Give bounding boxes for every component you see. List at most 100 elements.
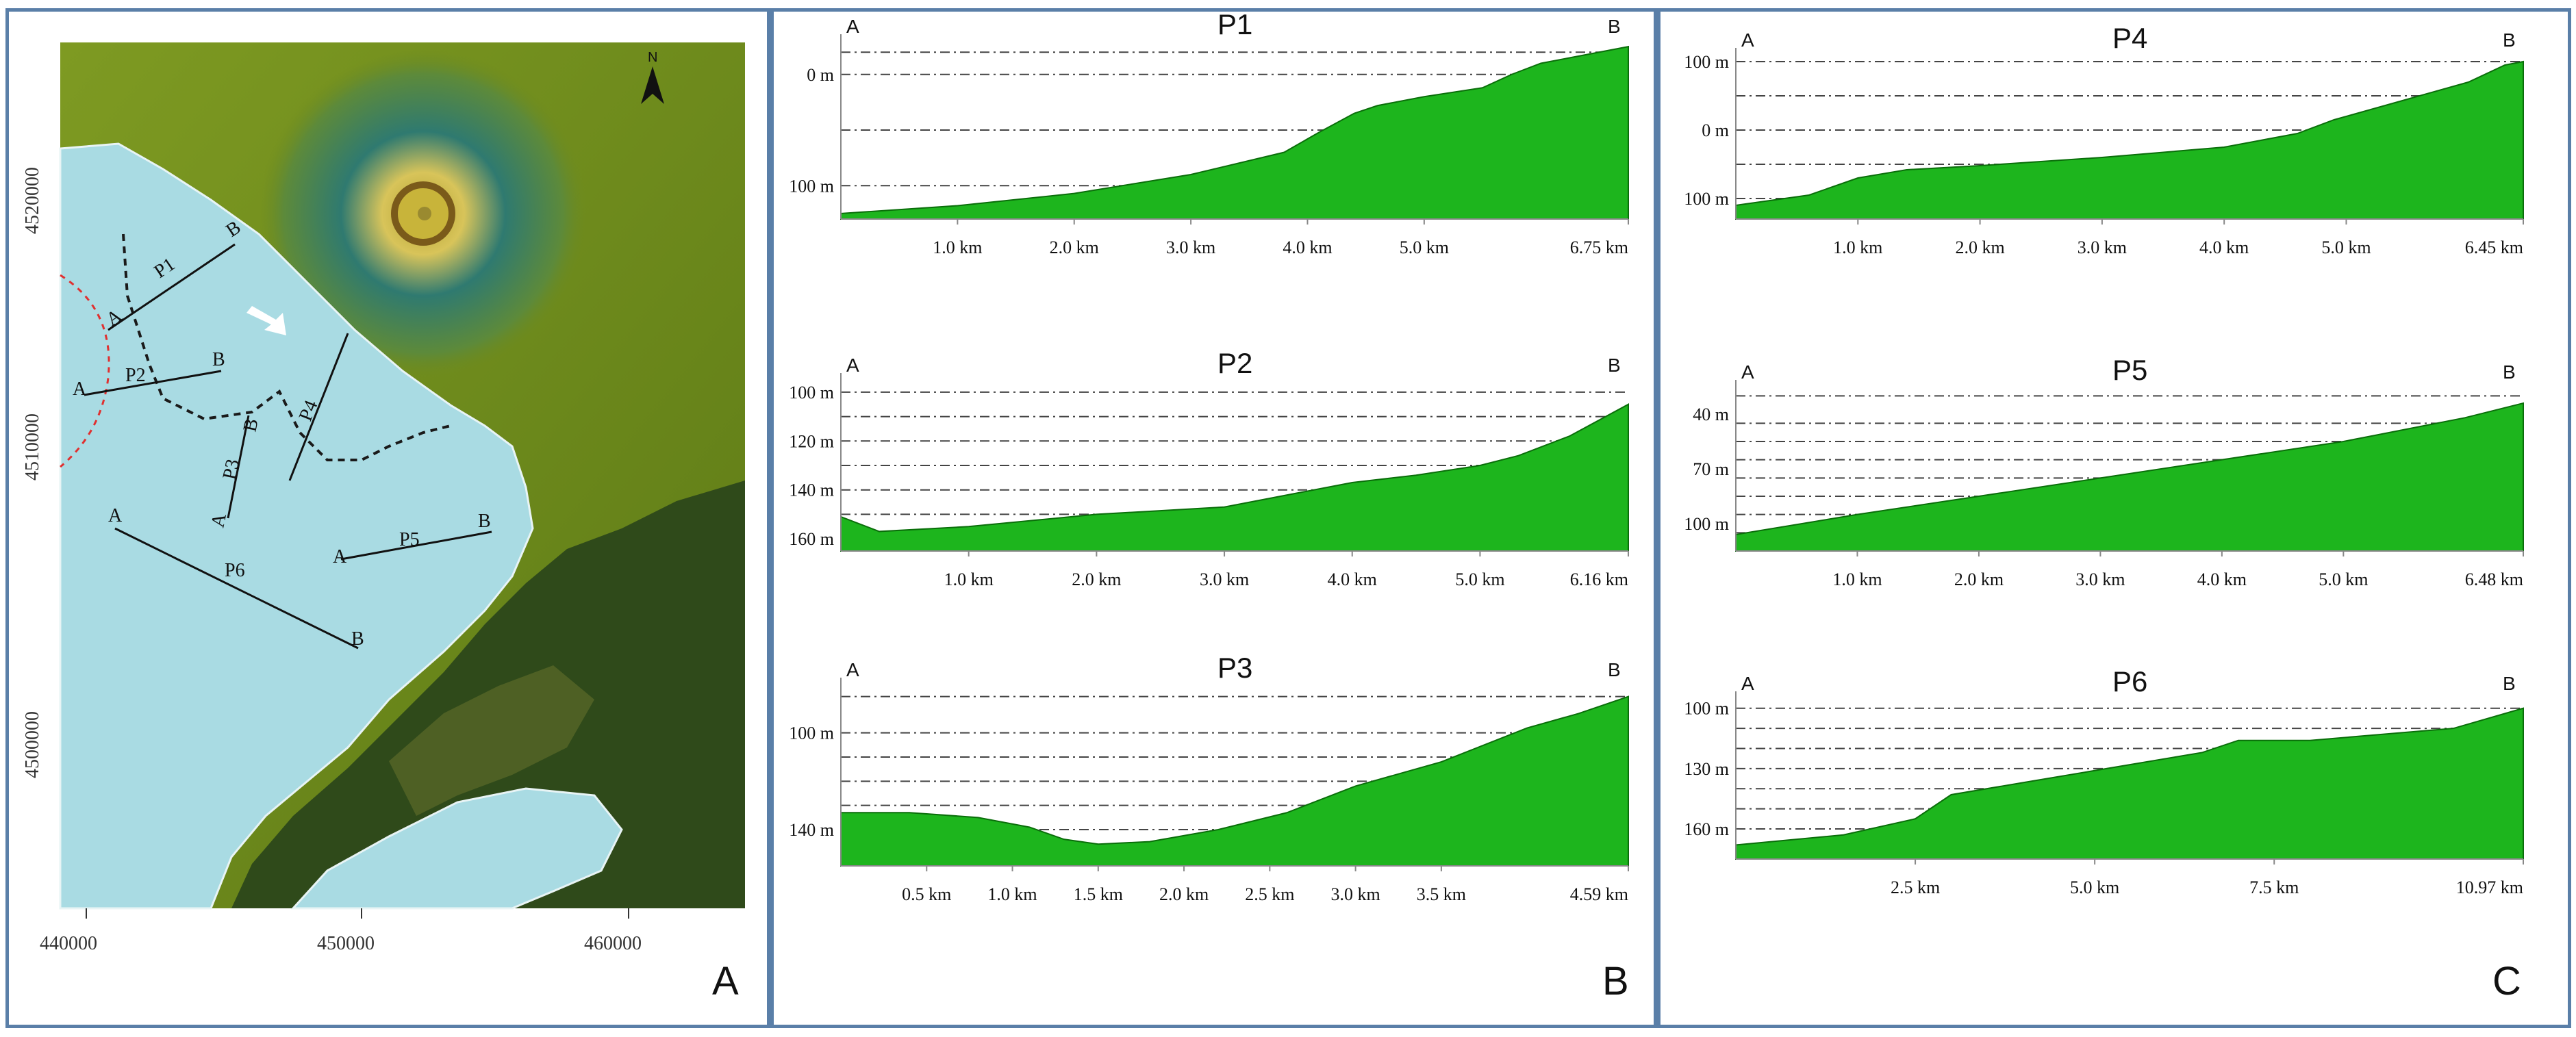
map-y-tick-4520000: 4520000 [22,167,43,234]
p3-y-tick-label: 100 m [789,724,834,743]
panel-letter-c: C [2492,959,2521,1003]
p1-x-tick-label: 6.75 km [1570,238,1628,257]
p5-x-tick-label: 3.0 km [2075,569,2125,589]
p2-profile-area [840,403,1629,552]
p4-title: P4 [2112,22,2147,54]
p4-y-tick-label: 0 m [1702,120,1729,140]
landslide-scar-red-dashed [60,274,110,468]
p3-end-label: B [1608,659,1621,680]
p5-profile-area [1735,402,2524,552]
southern-shelf [290,787,623,910]
p1-y-tick-label: 100 m [789,176,834,196]
profile-label-p2-start: A [73,379,87,400]
p3-y-tick-label: 140 m [789,820,834,840]
profile-label-p6-end: B [351,628,364,650]
profile-label-p5-end: B [478,511,491,532]
p2-x-tick-label: 6.16 km [1570,569,1628,589]
p2-y-tick-label: 120 m [789,431,834,451]
map-y-tick-4510000: 4510000 [22,413,43,481]
p1-x-tick-label: 2.0 km [1050,238,1099,257]
profile-label-p2-end: B [212,349,225,370]
profile-line-p2 [84,370,222,396]
p6-x-tick-label: 10.97 km [2456,878,2523,897]
white-arrow-icon [247,306,286,335]
map-x-tick-440000: 440000 [40,933,97,954]
p6-start-label: A [1741,673,1754,694]
p1-y-tick-label: 0 m [807,65,834,85]
profile-line-p5 [340,530,492,561]
p2-y-tick-label: 140 m [789,481,834,500]
p2-x-tick-label: 4.0 km [1328,569,1377,589]
p3-x-tick-label: 4.59 km [1570,884,1628,904]
p1-x-tick-label: 3.0 km [1166,238,1215,257]
p5-title: P5 [2112,354,2147,386]
p2-title: P2 [1217,347,1252,379]
p4-y-tick-label: 100 m [1684,189,1729,209]
p5-y-tick-label: 40 m [1693,405,1729,424]
panel-letter-a: A [712,959,739,1003]
p2-start-label: A [846,355,859,376]
p2-x-tick-label: 1.0 km [944,569,994,589]
profile-line-p6 [114,527,359,650]
map-x-tick-450000: 450000 [317,933,375,954]
p6-y-tick-label: 130 m [1684,759,1729,779]
p5-y-tick-label: 70 m [1693,459,1729,479]
p2-x-tick-label: 3.0 km [1200,569,1249,589]
map-x-tick-460000: 460000 [584,933,642,954]
crater-center [418,207,431,220]
p1-end-label: B [1608,16,1621,37]
p2-end-label: B [1608,355,1621,376]
p4-end-label: B [2503,29,2516,51]
p4-x-tick-label: 1.0 km [1833,238,1882,257]
p3-x-tick-label: 1.5 km [1074,884,1123,904]
p4-x-tick-label: 5.0 km [2321,238,2371,257]
p3-x-tick-label: 0.5 km [902,884,951,904]
p6-x-tick-label: 7.5 km [2249,878,2299,897]
p3-x-tick-label: 3.0 km [1331,884,1380,904]
profile-label-p5: P5 [399,529,420,550]
p2-x-tick-label: 2.0 km [1072,569,1121,589]
p5-start-label: A [1741,361,1754,383]
map-panel-frame [5,8,770,1028]
p1-x-tick-label: 1.0 km [933,238,982,257]
profile-line-p1 [108,243,236,331]
p6-end-label: B [2503,673,2516,694]
p1-x-tick-label: 4.0 km [1283,238,1332,257]
p3-title: P3 [1217,652,1252,684]
p1-start-label: A [846,16,859,37]
p6-title: P6 [2112,665,2147,697]
profile-label-p2: P2 [125,365,146,386]
profile-label-p6: P6 [225,560,245,581]
p2-y-tick-label: 100 m [789,383,834,402]
p6-y-tick-label: 100 m [1684,699,1729,719]
p4-profile-area [1735,60,2524,220]
p4-x-tick-label: 2.0 km [1955,238,2004,257]
p6-y-tick-label: 160 m [1684,819,1729,839]
p5-x-tick-label: 1.0 km [1832,569,1882,589]
p4-x-tick-label: 6.45 km [2465,238,2523,257]
p2-y-tick-label: 160 m [789,529,834,549]
p1-x-tick-label: 5.0 km [1400,238,1449,257]
profile-label-p5-start: A [333,546,347,567]
shelf-break-dashed-line [122,233,451,461]
p1-title: P1 [1217,8,1252,40]
continental-shelf [59,142,534,910]
north-arrow-icon [641,66,664,104]
p3-x-tick-label: 1.0 km [987,884,1037,904]
p4-start-label: A [1741,29,1754,51]
north-label: N [648,50,657,65]
panel-letter-b: B [1602,959,1629,1003]
p3-x-tick-label: 3.5 km [1417,884,1466,904]
p3-start-label: A [846,659,859,680]
p6-x-tick-label: 5.0 km [2070,878,2119,897]
bathymetry-map: P1 A B P2 A B P3 A B P4 P5 A B P6 A B N … [22,42,745,954]
profile-label-p6-start: A [108,505,123,526]
profile-line-p4 [288,333,349,481]
p3-x-tick-label: 2.5 km [1245,884,1294,904]
p4-y-tick-label: 100 m [1684,52,1729,72]
p5-x-tick-label: 4.0 km [2197,569,2247,589]
p3-profile-area [840,695,1629,867]
p5-x-tick-label: 2.0 km [1954,569,2004,589]
p5-x-tick-label: 5.0 km [2319,569,2368,589]
